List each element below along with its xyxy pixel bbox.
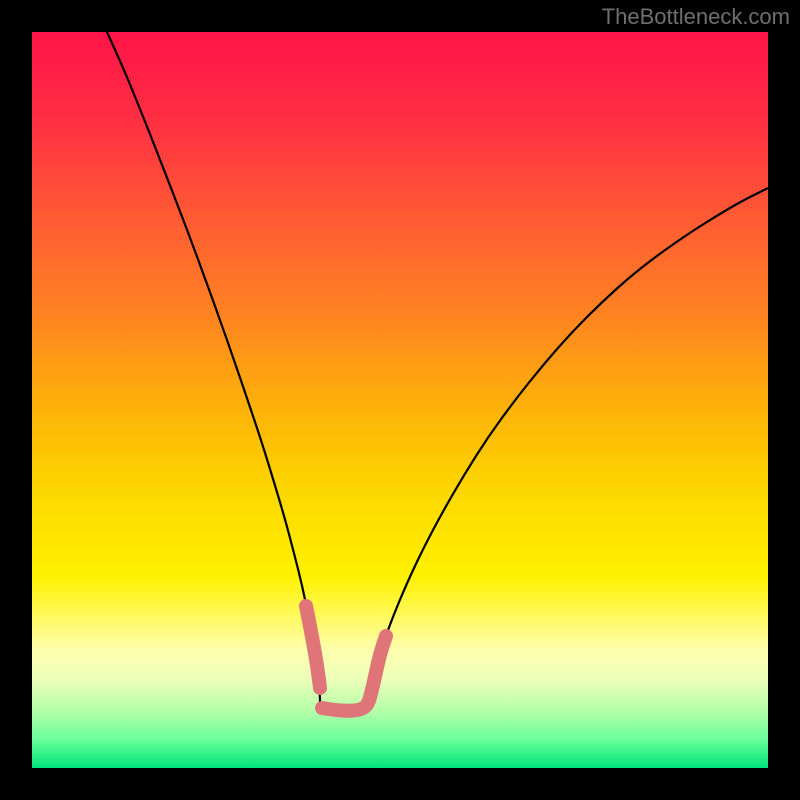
bottleneck-curve	[32, 32, 768, 768]
plot-area	[32, 32, 768, 768]
marker-overlay-0	[306, 606, 320, 688]
marker-overlay-1	[322, 636, 386, 711]
curve-path	[107, 32, 768, 709]
watermark-text: TheBottleneck.com	[602, 4, 790, 30]
